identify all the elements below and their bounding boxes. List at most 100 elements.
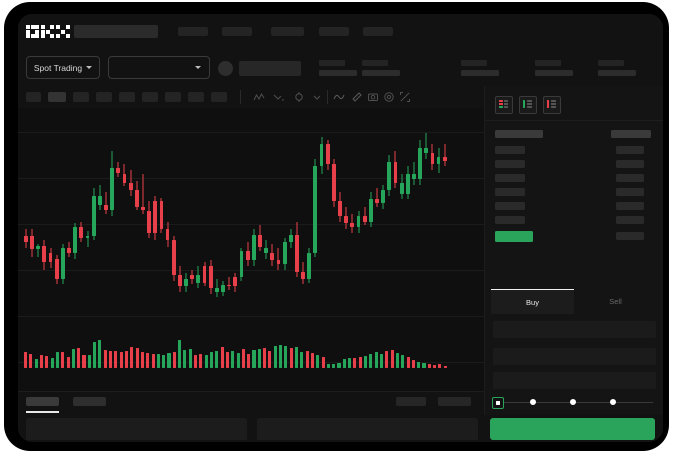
candle-body (258, 234, 262, 248)
orderbook-ask-row[interactable] (616, 202, 644, 210)
timeframe-button-7[interactable] (165, 92, 181, 102)
candlestick (122, 118, 127, 303)
candle-body (91, 195, 96, 237)
nav-item-3[interactable] (271, 27, 304, 36)
candlestick (190, 118, 195, 303)
candlestick (251, 118, 256, 303)
search-input[interactable] (74, 25, 158, 38)
volume-bar (385, 351, 389, 368)
fullscreen-icon[interactable] (399, 91, 411, 103)
orderbook-ask-row[interactable] (616, 232, 644, 240)
candlestick (276, 118, 281, 303)
timeframe-button-6[interactable] (142, 92, 158, 102)
trading-pair-select[interactable] (108, 56, 210, 79)
candle-body (350, 223, 355, 228)
positions-panel[interactable] (26, 418, 247, 440)
order-type-field[interactable] (493, 321, 656, 338)
compare-icon[interactable] (273, 91, 285, 103)
ruler-icon[interactable] (351, 91, 363, 103)
orderbook-ask-row[interactable] (616, 146, 644, 154)
volume-bar (93, 341, 97, 368)
orderbook-ask-row[interactable] (616, 216, 644, 224)
orderbook-mode-asks-icon[interactable] (543, 96, 561, 114)
orderbook-bid-row[interactable] (495, 174, 525, 182)
nav-item-5[interactable] (363, 27, 393, 36)
volume-bar (124, 350, 129, 368)
chart-gridline (18, 224, 484, 225)
nav-item-4[interactable] (319, 27, 349, 36)
indicator-icon[interactable] (253, 91, 265, 103)
volume-bar-series (24, 338, 449, 368)
tab-sell[interactable]: Sell (574, 289, 657, 313)
orderbook-bid-row[interactable] (495, 188, 525, 196)
orderbook-bid-row[interactable] (495, 202, 525, 210)
volume-bar (87, 354, 91, 368)
candle-body (430, 153, 435, 165)
orderbook-mode-bids-icon[interactable] (519, 96, 537, 114)
timeframe-button-4[interactable] (96, 92, 112, 102)
price-field[interactable] (493, 348, 656, 365)
nav-item-2[interactable] (222, 27, 252, 36)
volume-bar (406, 357, 410, 368)
orderbook-bid-header (495, 130, 543, 138)
timeframe-button-5[interactable] (119, 92, 135, 102)
orders-panel[interactable] (257, 418, 478, 440)
chevron-down-icon[interactable] (311, 91, 323, 103)
volume-bar (247, 353, 251, 368)
ticker-stat-4 (535, 60, 573, 76)
candlestick (110, 118, 115, 303)
action-panel[interactable] (490, 418, 655, 440)
tab-buy[interactable]: Buy (491, 289, 574, 314)
bottom-action-1[interactable] (396, 397, 426, 406)
slider-step-dot[interactable] (570, 399, 576, 405)
timeframe-button-9[interactable] (211, 92, 227, 102)
timeframe-button-1[interactable] (26, 92, 41, 102)
candlestick (325, 118, 330, 303)
candle-body (301, 271, 305, 279)
orderbook-bid-row[interactable] (495, 216, 525, 224)
price-chart-panel[interactable] (18, 108, 484, 391)
candle-body (375, 199, 379, 204)
candlestick (141, 118, 145, 303)
orderbook-bid-row[interactable] (495, 146, 525, 154)
timeframe-button-2[interactable] (48, 92, 66, 102)
volume-bar (358, 357, 362, 368)
candle-body (79, 227, 84, 239)
timeframe-button-8[interactable] (188, 92, 204, 102)
slider-step-dot[interactable] (610, 399, 616, 405)
timeframe-button-3[interactable] (73, 92, 89, 102)
nav-item-1[interactable] (178, 27, 208, 36)
amount-field[interactable] (493, 372, 656, 389)
slider-step-dot[interactable] (530, 399, 536, 405)
settings-icon[interactable] (293, 91, 305, 103)
bottom-tab-1[interactable] (26, 397, 59, 406)
candle-body (399, 182, 404, 194)
chart-gridline (18, 270, 484, 271)
bottom-tab-2[interactable] (73, 397, 106, 406)
orderbook-ask-row[interactable] (616, 174, 644, 182)
candle-body (319, 143, 324, 167)
camera-icon[interactable] (367, 91, 379, 103)
line-chart-icon[interactable] (333, 91, 345, 103)
orderbook-ask-row[interactable] (616, 188, 644, 196)
candle-body (368, 199, 373, 222)
volume-bar (374, 352, 378, 368)
orderbook-ask-row[interactable] (616, 160, 644, 168)
candlestick (233, 118, 238, 303)
bottom-action-2[interactable] (438, 397, 471, 406)
candle-body (276, 260, 281, 265)
volume-bar (438, 363, 442, 368)
order-book-panel: Buy Sell (484, 86, 663, 437)
market-type-dropdown[interactable]: Spot Trading (26, 56, 100, 79)
orderbook-bid-row[interactable] (495, 160, 525, 168)
candle-body (128, 182, 133, 191)
okx-logo[interactable] (26, 24, 70, 39)
volume-bar (29, 353, 33, 368)
refresh-icon[interactable] (383, 91, 395, 103)
volume-bar (241, 348, 245, 368)
amount-slider-handle[interactable] (492, 397, 504, 409)
orderbook-mode-both-icon[interactable] (495, 96, 513, 114)
candle-body (338, 201, 342, 217)
candle-body (159, 201, 164, 229)
candle-wick (277, 247, 279, 270)
